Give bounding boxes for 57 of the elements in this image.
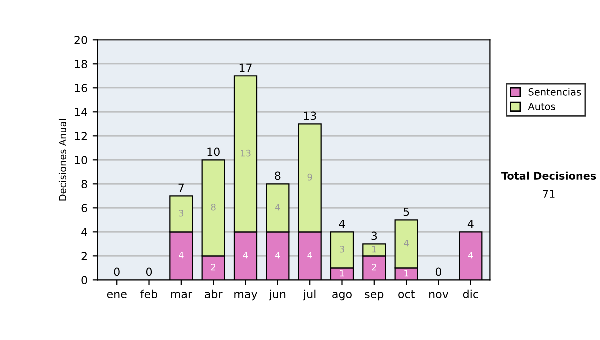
total-label: 0 [146,268,152,276]
data-label: 4 [308,252,312,259]
total-label: 0 [114,268,120,276]
data-label: 3 [179,210,184,217]
y-tick-label: 4 [82,228,88,236]
x-tick-label: may [234,292,258,301]
y-tick-label: 10 [75,156,88,165]
text: 71 [543,190,555,198]
total-label: 10 [208,148,220,156]
y-tick-label: 20 [74,36,88,44]
y-tick-label: 12 [75,132,87,140]
total-label: 0 [436,268,442,276]
total-label: 13 [304,112,316,120]
x-tick-label: ago [332,292,352,301]
data-label: 4 [178,252,184,259]
data-label: 4 [275,252,280,259]
total-label: 4 [468,220,474,228]
x-tick-label: sep [365,292,384,301]
total-label: 8 [275,172,281,180]
data-label: 2 [372,264,376,271]
y-tick-label: 2 [82,252,87,260]
data-label: 13 [241,150,251,157]
data-label: 4 [243,252,248,259]
data-label: 1 [372,246,376,253]
data-label: 4 [468,252,474,259]
x-tick-label: feb [140,290,158,298]
legend-label: Autos [528,103,556,110]
y-tick-label: 18 [75,60,88,69]
data-label: 4 [275,204,280,211]
x-tick-label: jul [303,290,316,301]
total-label: 7 [178,184,184,192]
y-tick-label: 16 [75,84,88,93]
y-tick-label: 0 [82,276,88,285]
data-label: 2 [211,264,216,271]
total-label: 3 [372,232,378,240]
y-tick-label: 14 [75,108,88,116]
data-label: 1 [340,270,344,277]
data-label: 1 [404,270,409,277]
x-tick-label: oct [398,290,415,298]
x-tick-label: jun [269,290,286,301]
data-label: 3 [340,246,344,253]
x-tick-label: ene [107,292,127,298]
text: Total Decisiones [502,172,596,180]
x-tick-label: mar [171,292,193,298]
total-label: 17 [240,64,252,72]
legend-label: Sentencias [528,88,582,96]
x-tick-label: nov [430,292,449,298]
y-tick-label: 6 [82,204,88,213]
total-label: 5 [404,208,410,216]
total-label: 4 [339,220,346,228]
y-axis-title: Decisiones Anual [58,119,66,201]
x-tick-label: abr [205,290,223,298]
data-label: 8 [211,204,216,211]
data-label: 9 [308,174,312,181]
x-tick-label: dic [463,290,478,298]
y-tick-label: 8 [82,180,88,189]
data-label: 4 [404,240,409,247]
